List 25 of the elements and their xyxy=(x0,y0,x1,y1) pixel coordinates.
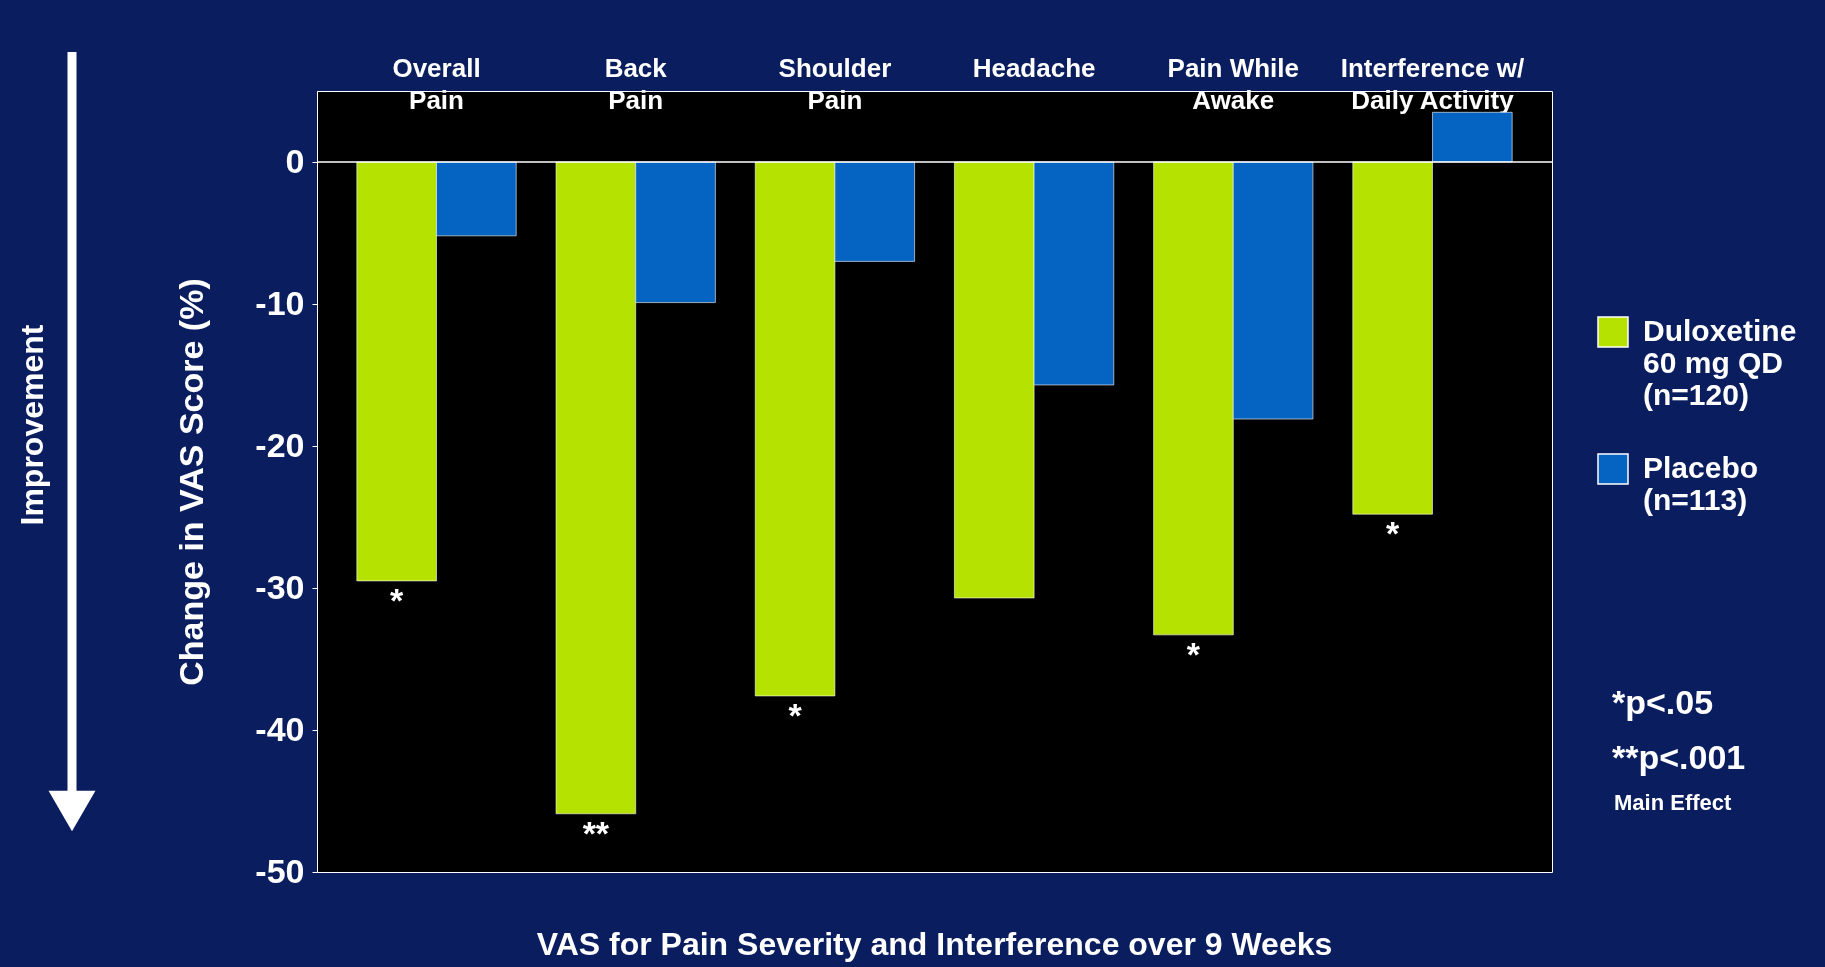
x-tick-label: Overall Pain xyxy=(392,52,481,115)
x-tick-label: Pain While Awake xyxy=(1167,52,1300,115)
x-tick-label: Shoulder Pain xyxy=(778,52,892,115)
x-tick-label: Headache xyxy=(972,52,1096,83)
x-tick-label: Back Pain xyxy=(604,52,668,115)
text: *p<.05 xyxy=(1612,683,1714,721)
annotation: ** xyxy=(582,813,610,852)
legend-label: Placebo (n=113) xyxy=(1643,451,1759,516)
annotation: * xyxy=(1386,514,1401,553)
annotation: * xyxy=(1186,634,1201,673)
y-tick-label: 0 xyxy=(285,141,305,180)
text: **p<.001 xyxy=(1612,738,1746,776)
y-tick-label: -40 xyxy=(255,709,305,748)
text: Main Effect xyxy=(1614,790,1733,815)
y-axis-title: Change in VAS Score (%) xyxy=(172,278,211,686)
y-tick-label: -50 xyxy=(255,851,305,890)
annotation: * xyxy=(788,695,803,734)
y-tick-label: -30 xyxy=(255,567,305,606)
legend-label: Duloxetine 60 mg QD (n=120) xyxy=(1643,314,1797,411)
annotation: * xyxy=(390,580,405,619)
x-axis-title: VAS for Pain Severity and Interference over 9 Weeks xyxy=(536,926,1333,962)
x-tick-label: Interference w/ Daily Activity xyxy=(1340,52,1525,115)
text: Improvement xyxy=(14,324,50,526)
y-tick-label: -20 xyxy=(255,425,305,464)
y-tick-label: -10 xyxy=(255,283,305,322)
